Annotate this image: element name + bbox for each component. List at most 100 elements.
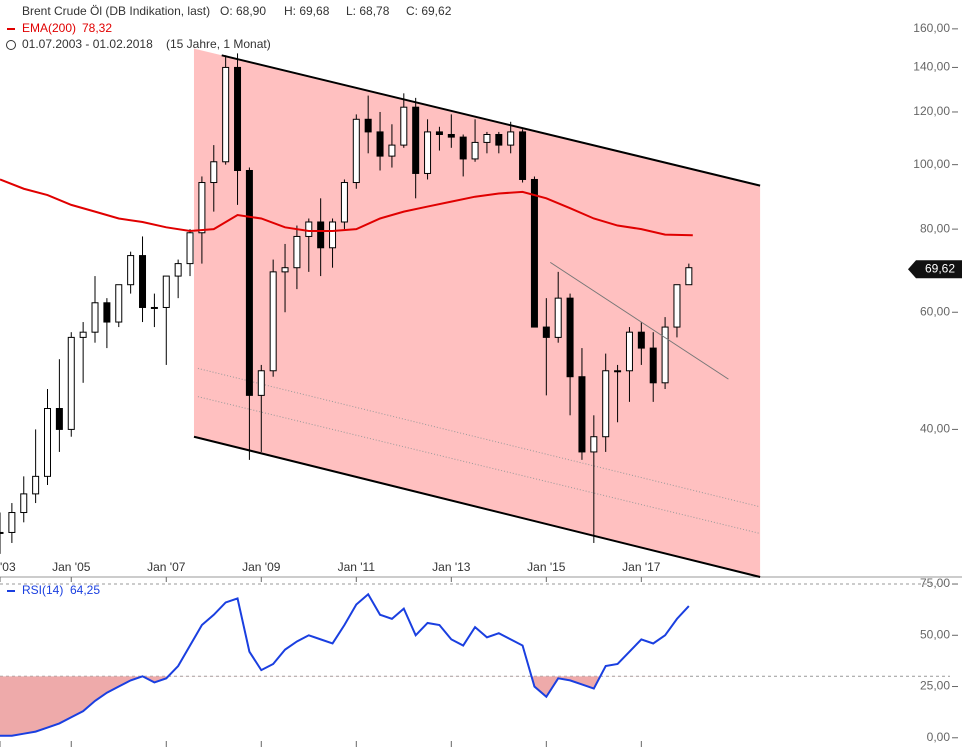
last-price-label: 69,62 <box>925 261 955 275</box>
x-tick-label: Jan '11 <box>338 560 376 574</box>
date-span: (15 Jahre, 1 Monat) <box>166 37 271 51</box>
instrument-title: Brent Crude Öl (DB Indikation, last) <box>22 4 210 18</box>
clock-icon <box>6 40 16 50</box>
candle-body <box>542 326 550 338</box>
quote-low: L: 68,78 <box>346 4 390 18</box>
y-tick-label: 60,00 <box>920 304 950 318</box>
x-tick-label: Jan '09 <box>242 560 281 574</box>
candle-body <box>566 297 574 378</box>
candle-body <box>115 284 123 323</box>
rsi-oversold-fill <box>0 676 689 736</box>
candle-body <box>8 512 16 533</box>
candle-body <box>507 131 515 146</box>
candle-body <box>614 370 622 373</box>
background <box>193 48 761 578</box>
candle-body <box>685 267 693 286</box>
candle-body <box>388 144 396 157</box>
candle-body <box>103 302 111 323</box>
candle-body <box>198 182 206 234</box>
y-tick-label: 160,00 <box>913 21 950 35</box>
candle-body <box>222 66 230 163</box>
candle-body <box>637 331 645 349</box>
candle-body <box>519 131 527 180</box>
candle-body <box>139 255 147 308</box>
candle-body <box>424 131 432 174</box>
candle-body <box>400 106 408 146</box>
channel-lower <box>193 435 761 578</box>
x-tick-label: Jan '07 <box>147 560 186 574</box>
candle-body <box>67 336 75 430</box>
candle-body <box>471 141 479 160</box>
candle-body <box>352 118 360 184</box>
y-tick-label: 140,00 <box>913 60 950 74</box>
y-tick-label: 100,00 <box>913 157 950 171</box>
rsi-legend-name: RSI(14) <box>22 583 63 597</box>
candle-body <box>459 136 467 160</box>
candle-body <box>150 306 158 309</box>
y-tick-label: 50,00 <box>920 627 950 641</box>
ema-label: EMA(200) <box>22 21 76 35</box>
candle-body <box>364 118 372 133</box>
candle-body <box>661 326 669 384</box>
candle-body <box>483 133 491 143</box>
candle-body <box>329 221 337 249</box>
date-range: 01.07.2003 - 01.02.2018 <box>22 37 153 51</box>
candle-body <box>210 161 218 184</box>
ema-value: 78,32 <box>82 21 112 35</box>
candle-body <box>127 255 135 286</box>
candle-body <box>495 133 503 146</box>
rsi-line <box>0 592 690 737</box>
candle-body <box>162 275 170 308</box>
y-tick-label: 75,00 <box>920 576 950 590</box>
candle-body <box>305 221 313 237</box>
candle-body <box>20 493 28 514</box>
candle-body <box>281 267 289 273</box>
x-tick-label: Jan '17 <box>622 560 661 574</box>
candle-body <box>530 178 538 328</box>
y-tick-label: 120,00 <box>913 104 950 118</box>
candle-body <box>79 331 87 338</box>
candle-body <box>435 131 443 135</box>
candle-body <box>174 263 182 277</box>
candle-body <box>55 408 63 430</box>
candle-body <box>602 370 610 438</box>
candle-body <box>590 436 598 453</box>
candle-body <box>554 297 562 338</box>
channel-upper <box>221 54 761 187</box>
candle-body <box>186 232 194 265</box>
ema-line <box>0 178 693 237</box>
y-tick-label: 80,00 <box>920 221 950 235</box>
candle-body <box>578 376 586 453</box>
quote-open: O: 68,90 <box>220 4 266 18</box>
rsi-legend-value: 64,25 <box>70 583 100 597</box>
candle-body <box>649 347 657 384</box>
y-tick-label: 25,00 <box>920 679 950 693</box>
candle-body <box>673 284 681 328</box>
trendline <box>550 261 729 380</box>
channel-midline <box>197 396 761 534</box>
candle-body <box>245 169 253 396</box>
quote-close: C: 69,62 <box>406 4 452 18</box>
channel-fill <box>193 48 761 578</box>
y-tick-label: 40,00 <box>920 422 950 436</box>
channel-midline <box>197 367 761 508</box>
x-tick-label: Jan '13 <box>432 560 471 574</box>
candle-body <box>0 531 4 534</box>
candle-body <box>317 221 325 249</box>
candle-body <box>269 271 277 372</box>
candle-body <box>234 66 242 171</box>
candle-body <box>625 331 633 372</box>
candle-body <box>447 133 455 138</box>
candle-body <box>376 131 384 157</box>
y-tick-label: 0,00 <box>927 730 951 744</box>
candle-body <box>32 475 40 495</box>
candle-body <box>44 408 52 477</box>
x-tick-label: Jan '15 <box>527 560 566 574</box>
candle-body <box>91 302 99 333</box>
candle-body <box>257 370 265 396</box>
candle-body <box>412 106 420 174</box>
last-price-box <box>908 260 962 279</box>
candle-body <box>293 235 301 269</box>
